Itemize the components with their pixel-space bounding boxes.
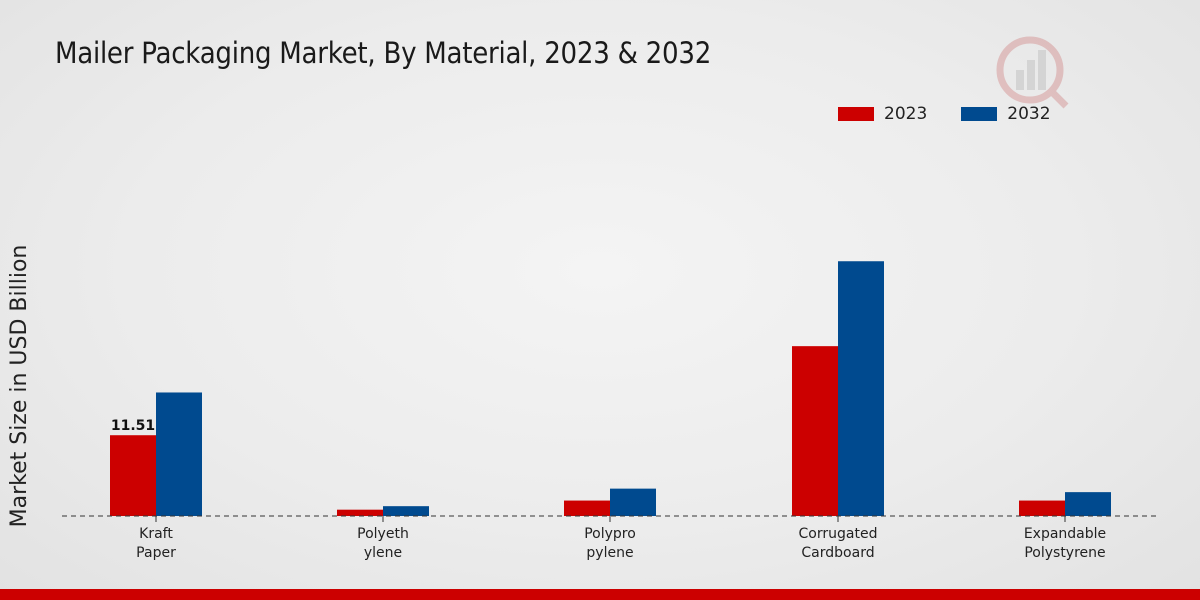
watermark-logo-icon bbox=[996, 36, 1069, 109]
legend-label-2023: 2023 bbox=[884, 104, 928, 124]
x-tick-label: Corrugated Cardboard bbox=[799, 526, 878, 561]
x-tick-label: Polyeth ylene bbox=[357, 526, 409, 561]
legend-swatch-2032 bbox=[961, 107, 998, 121]
chart-title: Mailer Packaging Market, By Material, 20… bbox=[55, 36, 712, 70]
bar-2023-polyethylene bbox=[337, 509, 383, 516]
bar-2023-polypropylene bbox=[564, 500, 610, 516]
bar-2032-kraftpaper bbox=[156, 392, 202, 516]
bar-2032-corrugatedcardboard bbox=[838, 261, 884, 516]
legend-label-2032: 2032 bbox=[1007, 104, 1051, 124]
x-tick-label: Polypro pylene bbox=[584, 526, 636, 561]
x-tick-label: Expandable Polystyrene bbox=[1024, 526, 1106, 561]
bar-2023-kraftpaper bbox=[110, 435, 156, 516]
legend-swatch-2023 bbox=[838, 107, 874, 121]
y-axis-label: Market Size in USD Billion bbox=[7, 245, 32, 528]
bar-2023-expandablepolystyrene bbox=[1019, 500, 1065, 516]
x-tick-label: Kraft Paper bbox=[136, 526, 176, 561]
bar-2032-polyethylene bbox=[383, 506, 429, 516]
legend: 2023 2032 bbox=[838, 104, 1085, 124]
bar-2023-corrugatedcardboard bbox=[792, 346, 838, 516]
footer-bar bbox=[0, 589, 1200, 600]
legend-item-2023: 2023 bbox=[838, 104, 927, 124]
bar-2032-polypropylene bbox=[610, 488, 656, 516]
legend-item-2032: 2032 bbox=[961, 104, 1051, 124]
data-label: 11.51 bbox=[111, 418, 155, 434]
bar-2032-expandablepolystyrene bbox=[1065, 492, 1111, 516]
